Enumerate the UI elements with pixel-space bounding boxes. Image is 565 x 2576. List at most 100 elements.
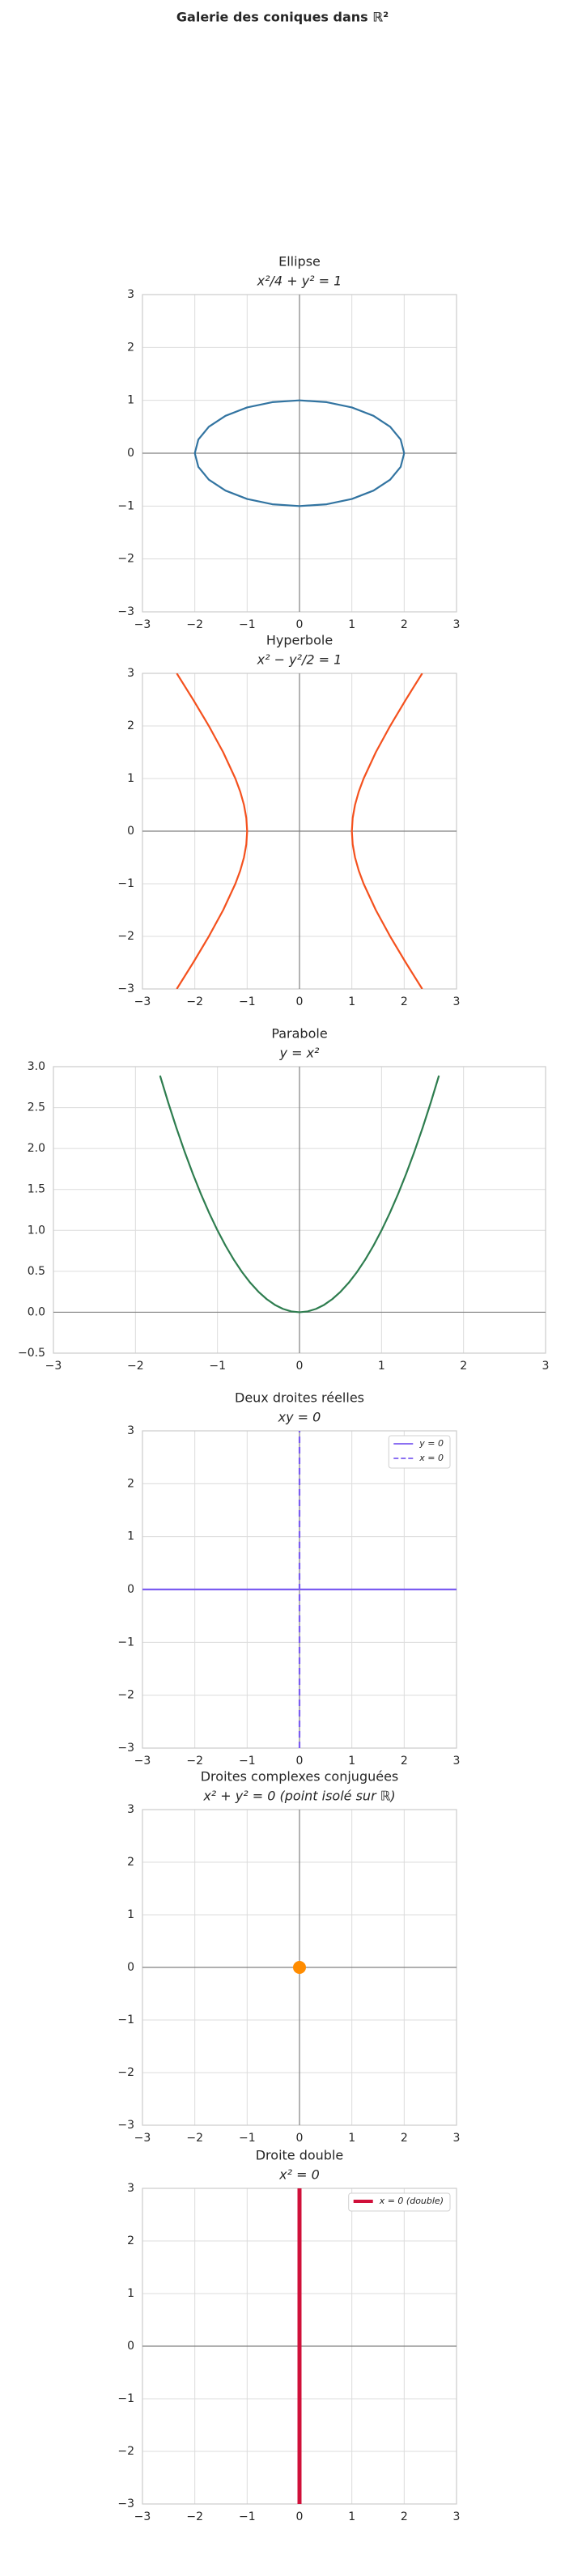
x-tick-label: 3 (453, 2510, 461, 2523)
legend-label: x = 0 (418, 1453, 444, 1463)
x-tick-label: 2 (460, 1360, 467, 1373)
legend-label: x = 0 (double) (379, 2196, 444, 2206)
y-tick-label: −3 (117, 1742, 134, 1755)
x-tick-label: 0 (296, 2510, 304, 2523)
x-tick-label: −1 (239, 618, 256, 631)
y-tick-label: −1 (117, 877, 134, 890)
x-tick-label: −2 (186, 2132, 203, 2145)
y-tick-label: −2 (117, 1689, 134, 1702)
subplot-title: Ellipse (278, 254, 321, 269)
x-tick-label: −1 (239, 2510, 256, 2523)
x-tick-label: 1 (348, 2132, 355, 2145)
x-tick-label: −3 (134, 1755, 151, 1768)
y-tick-label: 1 (127, 394, 134, 407)
x-tick-label: 1 (348, 2510, 355, 2523)
x-tick-label: −2 (186, 618, 203, 631)
y-tick-label: 2 (127, 1856, 134, 1869)
y-tick-label: 3 (127, 1424, 134, 1437)
y-tick-label: −1 (117, 499, 134, 512)
y-tick-label: 1 (127, 2287, 134, 2300)
x-tick-label: −1 (239, 2132, 256, 2145)
curve (193, 399, 406, 507)
y-tick-label: 1 (127, 1908, 134, 1921)
subplot: Hyperbole x² − y²/2 = 1 −3 −2 −1 0 1 2 3 −3 −2 −1 0 1… (117, 633, 460, 1009)
y-tick-label: −2 (117, 2066, 134, 2079)
y-tick-label: 2.5 (28, 1101, 45, 1114)
y-tick-label: 2.0 (28, 1142, 45, 1155)
y-tick-label: 0 (127, 1961, 134, 1974)
x-tick-label: 0 (296, 2132, 304, 2145)
legend: x = 0 (double) (348, 2192, 451, 2212)
y-tick-label: −1 (117, 1636, 134, 1649)
subplot-title: Parabole (271, 1026, 327, 1042)
y-tick-label: −3 (117, 2119, 134, 2132)
curve (176, 673, 423, 989)
y-tick-label: 3 (127, 1803, 134, 1816)
x-tick-label: −1 (209, 1360, 226, 1373)
y-tick-label: 3 (127, 2182, 134, 2195)
subplot-title: Droites complexes conjuguées (201, 1769, 399, 1785)
legend-box (348, 2192, 451, 2212)
subplot-subtitle: xy = 0 (278, 1410, 321, 1425)
subplot-subtitle: x² + y² = 0 (point isolé sur ℝ) (202, 1789, 395, 1804)
y-tick-label: 1 (127, 772, 134, 785)
x-tick-label: −1 (239, 995, 256, 1008)
x-tick-label: 2 (401, 618, 408, 631)
y-tick-label: 0 (127, 825, 134, 838)
x-tick-label: 2 (401, 2510, 408, 2523)
y-tick-label: 0 (127, 1583, 134, 1596)
subplot-subtitle: x² − y²/2 = 1 (257, 652, 342, 668)
x-tick-label: 2 (401, 1755, 408, 1768)
y-tick-label: 1.0 (28, 1224, 45, 1237)
y-tick-label: 2 (127, 341, 134, 354)
subplot-subtitle: x²/4 + y² = 1 (257, 274, 342, 289)
subplot-title: Hyperbole (266, 633, 333, 648)
y-tick-label: 0.0 (28, 1305, 45, 1318)
y-tick-label: 1.5 (28, 1183, 45, 1196)
x-tick-label: −2 (186, 995, 203, 1008)
y-tick-label: 0.5 (28, 1265, 45, 1278)
x-tick-label: −3 (134, 618, 151, 631)
x-tick-label: −2 (186, 2510, 203, 2523)
x-tick-label: −3 (45, 1360, 62, 1373)
y-tick-label: 2 (127, 1477, 134, 1490)
x-tick-label: 3 (453, 995, 461, 1008)
y-tick-label: −3 (117, 605, 134, 618)
y-tick-label: 2 (127, 2234, 134, 2247)
x-tick-label: −2 (186, 1755, 203, 1768)
x-tick-label: 2 (401, 2132, 408, 2145)
x-tick-label: 1 (348, 995, 355, 1008)
subplot-subtitle: y = x² (279, 1046, 321, 1061)
y-tick-label: 3 (127, 288, 134, 301)
x-tick-label: −3 (134, 2510, 151, 2523)
legend-label: y = 0 (418, 1438, 444, 1449)
x-tick-label: 1 (348, 618, 355, 631)
x-tick-label: 0 (296, 1755, 304, 1768)
x-tick-label: 0 (296, 1360, 304, 1373)
subplot: Droite double x² = 0 −3 −2 −1 0 1 2 3 −3 −2 −1 0 1 2 3 x… (117, 2148, 460, 2524)
y-tick-label: 3.0 (28, 1060, 45, 1073)
x-tick-label: 2 (401, 995, 408, 1008)
legend: y = 0 x = 0 (388, 1435, 451, 1469)
x-tick-label: 3 (453, 1755, 461, 1768)
x-tick-label: 1 (378, 1360, 385, 1373)
y-tick-label: −3 (117, 2497, 134, 2510)
subplot-subtitle: x² = 0 (278, 2167, 320, 2183)
x-tick-label: 1 (348, 1755, 355, 1768)
x-tick-label: −3 (134, 995, 151, 1008)
y-tick-label: −2 (117, 2445, 134, 2458)
x-tick-label: 0 (296, 618, 304, 631)
y-tick-label: 0 (127, 2340, 134, 2353)
curve (159, 1075, 440, 1313)
y-tick-label: −1 (117, 2014, 134, 2026)
y-tick-label: −3 (117, 982, 134, 995)
subplot-title: Deux droites réelles (235, 1390, 364, 1406)
subplot: Droites complexes conjuguées x² + y² = 0 … (117, 1769, 460, 2145)
subplot-title: Droite double (256, 2148, 344, 2163)
x-tick-label: 0 (296, 995, 304, 1008)
y-tick-label: 3 (127, 667, 134, 680)
x-tick-label: −1 (239, 1755, 256, 1768)
y-tick-label: −0.5 (18, 1347, 45, 1360)
x-tick-label: 3 (453, 2132, 461, 2145)
